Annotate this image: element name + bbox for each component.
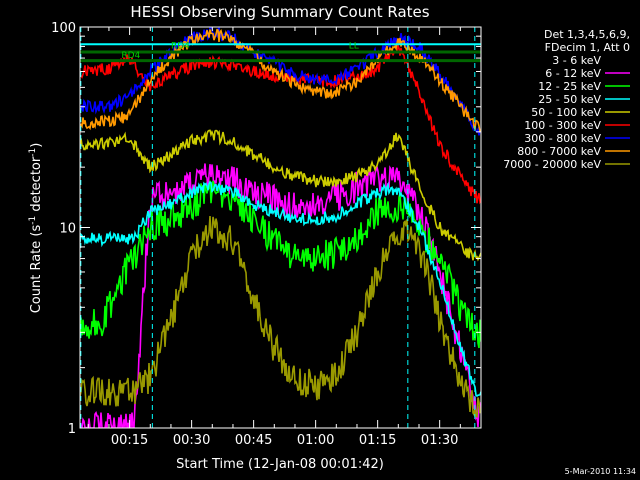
legend-label-9: 7000 - 20000 keV xyxy=(503,158,601,171)
legend-label-7: 300 - 800 keV xyxy=(524,132,601,145)
x-tick-label-3: 00:45 xyxy=(235,433,272,448)
y-tick-label-1: 1 xyxy=(68,422,76,437)
x-tick-label-2: 00:30 xyxy=(173,433,210,448)
attenuator-label-3: LL xyxy=(349,42,359,52)
series-line-4 xyxy=(80,181,481,398)
legend-label-2: 6 - 12 keV xyxy=(545,67,601,80)
y-tick-label-3: 100 xyxy=(51,21,76,36)
y-axis-ticks: 1 10 100 xyxy=(51,21,481,437)
x-tick-label-5: 01:15 xyxy=(359,433,396,448)
y-axis-label-end: ) xyxy=(29,143,44,148)
y-axis-label-tail: detector xyxy=(29,156,44,216)
attenuator-label-2: RD4 xyxy=(171,42,190,52)
x-tick-label-6: 01:30 xyxy=(421,433,458,448)
legend-label-3: 12 - 25 keV xyxy=(538,80,601,93)
x-tick-label-1: 00:15 xyxy=(111,433,148,448)
x-axis-label: Start Time (12-Jan-08 00:01:42) xyxy=(176,457,384,472)
series-line-9 xyxy=(80,216,481,418)
series-line-2 xyxy=(80,163,481,428)
series-line-7 xyxy=(80,27,481,136)
legend-header-1: Det 1,3,4,5,6,9, xyxy=(544,28,630,41)
y-axis-label-sup: -1 xyxy=(28,216,38,225)
legend-label-1: 3 - 6 keV xyxy=(552,54,601,67)
chart-title: HESSI Observing Summary Count Rates xyxy=(130,3,429,21)
series-line-3 xyxy=(80,180,481,349)
y-axis-label-main: Count Rate (s xyxy=(29,225,44,314)
legend-label-6: 100 - 300 keV xyxy=(524,119,601,132)
legend: Det 1,3,4,5,6,9,FDecim 1, Att 03 - 6 keV… xyxy=(503,28,630,171)
legend-header-2: FDecim 1, Att 0 xyxy=(545,41,630,54)
attenuator-label-1: RD4 xyxy=(121,51,140,61)
legend-label-8: 800 - 7000 keV xyxy=(517,145,601,158)
legend-label-5: 50 - 100 keV xyxy=(531,106,601,119)
overlay-layer: RD4 RD4 LL xyxy=(80,27,481,428)
y-axis-label: Count Rate (s-1 detector-1) xyxy=(28,143,44,314)
legend-label-4: 25 - 50 keV xyxy=(538,93,601,106)
x-tick-label-4: 01:00 xyxy=(297,433,334,448)
series-line-5 xyxy=(80,129,481,262)
series-layer xyxy=(80,27,481,428)
y-tick-label-2: 10 xyxy=(59,222,76,237)
y-axis-label-sup2: -1 xyxy=(28,148,38,157)
timestamp: 5-Mar-2010 11:34 xyxy=(565,467,636,476)
x-axis-ticks: 00:15 00:30 00:45 01:00 01:15 01:30 xyxy=(87,27,482,448)
